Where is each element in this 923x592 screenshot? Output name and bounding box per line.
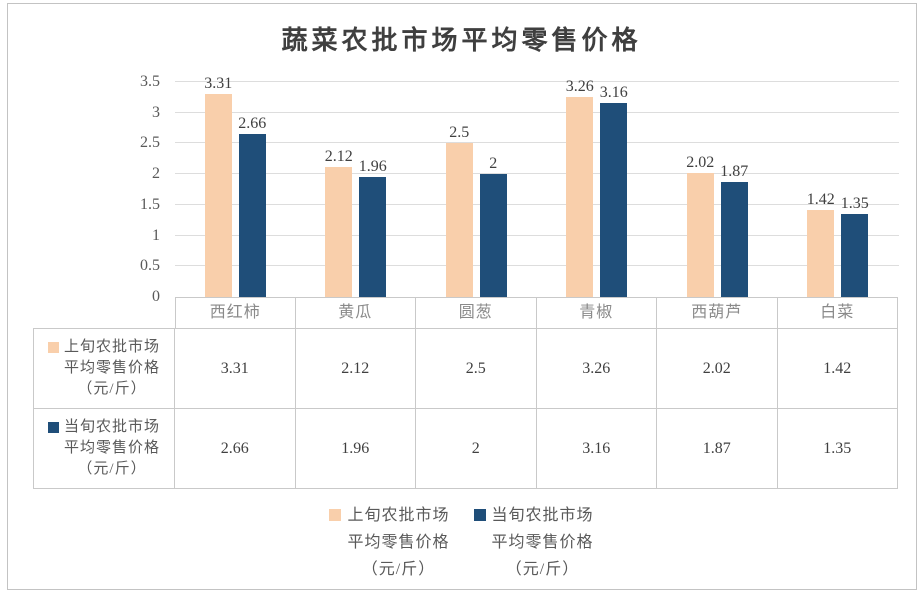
plot-area: 3.31 2.66 2.12 1.96 2.5 2 3.26 3.16 2.02 1.87 1.42…: [175, 75, 899, 297]
bar-series1-cat2: 2.12: [325, 148, 353, 297]
bar-value-label: 2.5: [449, 124, 470, 142]
row-header-line: 平均零售价格: [63, 440, 160, 456]
table-value-series2-cat4: 3.16: [537, 409, 657, 488]
category-label-6: 白菜: [777, 297, 898, 328]
bar-value-label: 2: [489, 155, 498, 173]
y-axis-tick-label: 3.5: [140, 73, 160, 90]
category-label-1: 西红柿: [175, 297, 296, 328]
gridline: [175, 265, 899, 267]
table-value-series1-cat1: 3.31: [175, 329, 296, 408]
bar-value-label: 1.42: [806, 190, 835, 208]
category-column-3: 2.5 2: [416, 82, 537, 297]
table-value-series1-cat6: 1.42: [778, 329, 898, 408]
category-column-4: 3.26 3.16: [537, 78, 658, 297]
legend: 上旬农批市场 平均零售价格 （元/斤） 当旬农批市场 平均零售价格 （元/斤）: [0, 502, 923, 583]
table-value-series1-cat4: 3.26: [537, 329, 657, 408]
legend-item-series1: 上旬农批市场 平均零售价格 （元/斤）: [329, 502, 449, 583]
legend-label-line: 平均零售价格: [491, 534, 594, 551]
table-value-series1-cat5: 2.02: [657, 329, 778, 408]
gridline: [175, 234, 899, 236]
y-axis-tick-label: 0: [152, 288, 160, 305]
table-value-series2-cat2: 1.96: [296, 409, 416, 488]
bar-value-label: 2.02: [686, 153, 715, 171]
chart-title: 蔬菜农批市场平均零售价格: [281, 26, 642, 55]
category-label-2: 黄瓜: [295, 297, 416, 328]
legend-item-series2: 当旬农批市场 平均零售价格 （元/斤）: [473, 502, 594, 583]
table-value-series2-cat6: 1.35: [778, 409, 898, 488]
category-label-3: 圆葱: [416, 297, 537, 328]
table-value-series1-cat2: 2.12: [296, 329, 416, 408]
data-table: 上旬农批市场 平均零售价格 （元/斤） 3.31 2.12 2.5 3.26 2.02 1.42…: [33, 328, 898, 489]
row-header-series2: 当旬农批市场 平均零售价格 （元/斤）: [33, 409, 175, 488]
gridline: [175, 142, 899, 144]
bar-value-label: 3.31: [204, 74, 233, 92]
gridline: [175, 111, 899, 113]
row-header-line: 平均零售价格: [63, 360, 160, 376]
category-column-1: 3.31 2.66: [175, 75, 296, 297]
category-label-4: 青椒: [536, 297, 657, 328]
bar-value-label: 1.87: [720, 163, 749, 181]
bar-series2-cat6: 1.35: [841, 195, 869, 297]
table-value-series2-cat3: 2: [416, 409, 537, 488]
y-axis-tick-label: 3: [152, 103, 160, 121]
row-header-label: 上旬农批市场 平均零售价格 （元/斤）: [64, 337, 160, 408]
bar-series2-cat2: 1.96: [359, 158, 387, 297]
table-value-series1-cat3: 2.5: [416, 329, 537, 408]
y-axis-tick-label: 2.5: [140, 134, 160, 152]
bar-series2-cat4: 3.16: [600, 84, 628, 297]
bar-value-label: 1.35: [840, 195, 869, 213]
row-header-line: （元/斤）: [77, 461, 147, 477]
row-header-line: 上旬农批市场: [63, 339, 160, 355]
bar-series2-cat1: 2.66: [238, 115, 266, 297]
table-value-series2-cat1: 2.66: [175, 409, 296, 488]
chart-frame: [7, 3, 917, 590]
legend-label-series1: 上旬农批市场 平均零售价格 （元/斤）: [347, 502, 449, 583]
bar-series1-cat5: 2.02: [686, 154, 714, 297]
series1-key-swatch: [47, 342, 59, 353]
legend-label-line: 当旬农批市场: [491, 507, 594, 524]
legend-label-line: 平均零售价格: [347, 534, 450, 551]
table-value-series2-cat5: 1.87: [657, 409, 778, 488]
gridline: [175, 173, 899, 175]
gridline: [175, 203, 899, 205]
category-label-5: 西葫芦: [657, 297, 778, 328]
legend-swatch-series2: [473, 509, 486, 521]
bar-value-label: 3.16: [599, 83, 628, 101]
y-axis-tick-label: 1: [152, 226, 160, 244]
legend-label-series2: 当旬农批市场 平均零售价格 （元/斤）: [492, 502, 594, 583]
legend-label-line: （元/斤）: [505, 561, 580, 578]
category-column-6: 1.42 1.35: [778, 82, 899, 297]
bar-series1-cat6: 1.42: [807, 191, 835, 297]
legend-label-line: 上旬农批市场: [347, 507, 450, 524]
bar-series2-cat3: 2: [479, 155, 507, 297]
plot-grid: [175, 81, 899, 297]
row-header-line: 当旬农批市场: [63, 419, 160, 435]
gridline: [175, 81, 899, 82]
category-column-2: 2.12 1.96: [296, 82, 417, 297]
row-header-label: 当旬农批市场 平均零售价格 （元/斤）: [64, 417, 160, 488]
table-row-series2: 当旬农批市场 平均零售价格 （元/斤） 2.66 1.96 2 3.16 1.87 1.35: [33, 408, 898, 489]
bar-series1-cat4: 3.26: [566, 78, 594, 297]
bar-series2-cat5: 1.87: [720, 163, 748, 297]
legend-swatch-series1: [329, 509, 342, 521]
bar-value-label: 1.96: [358, 157, 387, 175]
bar-value-label: 2.66: [238, 114, 267, 132]
category-column-5: 2.02 1.87: [657, 82, 778, 297]
row-header-line: （元/斤）: [77, 381, 147, 397]
legend-label-line: （元/斤）: [361, 561, 436, 578]
table-row-series1: 上旬农批市场 平均零售价格 （元/斤） 3.31 2.12 2.5 3.26 2.02 1.42: [33, 328, 898, 408]
series2-key-swatch: [47, 422, 59, 433]
y-axis-tick-label: 1.5: [140, 195, 160, 213]
y-axis-tick-label: 2: [152, 165, 160, 183]
y-axis-tick-label: 0.5: [140, 257, 160, 275]
y-axis: 0 0.5 1 1.5 2 2.5 3 3.5: [95, 73, 160, 305]
category-header-row: 西红柿 黄瓜 圆葱 青椒 西葫芦 白菜: [175, 297, 898, 328]
bar-value-label: 3.26: [565, 77, 594, 95]
bar-value-label: 2.12: [324, 147, 353, 165]
row-header-series1: 上旬农批市场 平均零售价格 （元/斤）: [33, 329, 175, 408]
bar-series1-cat1: 3.31: [204, 75, 232, 297]
bar-series1-cat3: 2.5: [445, 124, 473, 297]
